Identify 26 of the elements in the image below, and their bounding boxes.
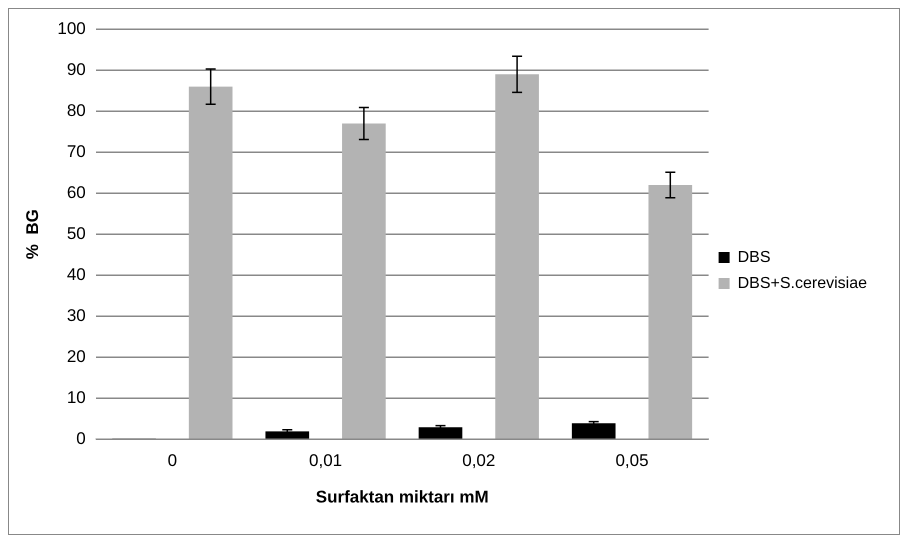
y-axis-title: % BG	[22, 209, 42, 260]
y-tick-label: 40	[66, 264, 86, 284]
bar	[495, 74, 539, 438]
y-tick-label: 10	[66, 388, 86, 407]
bar	[648, 185, 692, 438]
y-tick-label: 70	[66, 142, 86, 161]
legend-label: DBS+S.cerevisiae	[738, 274, 868, 292]
x-axis-title: Surfaktan miktarı mM	[316, 487, 489, 506]
y-tick-label: 30	[66, 306, 86, 325]
x-tick-label: 0	[168, 451, 178, 470]
bar	[342, 124, 386, 438]
bar	[572, 423, 616, 438]
x-tick-label: 0,01	[309, 451, 342, 470]
x-tick-label: 0,05	[615, 451, 649, 470]
legend-label: DBS	[738, 248, 771, 266]
y-tick-label: 60	[66, 182, 86, 202]
y-tick-label: 90	[66, 60, 86, 79]
bar	[188, 86, 233, 438]
bar	[265, 431, 310, 438]
y-tick-label: 0	[76, 428, 86, 448]
x-tick-label: 0,02	[462, 451, 496, 470]
y-tick-label: 80	[66, 100, 86, 120]
y-tick-label: 100	[57, 18, 86, 38]
y-tick-label: 50	[66, 224, 86, 243]
y-tick-label: 20	[66, 346, 86, 366]
bar	[418, 427, 462, 438]
